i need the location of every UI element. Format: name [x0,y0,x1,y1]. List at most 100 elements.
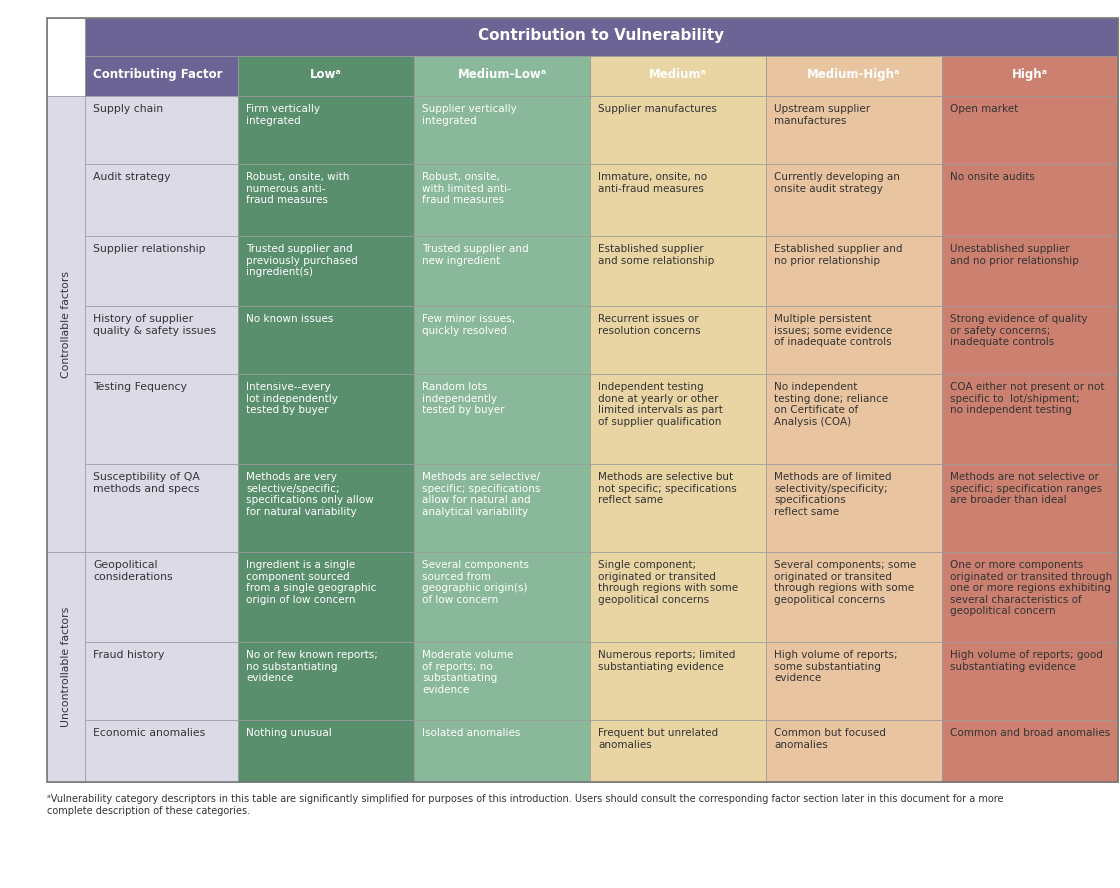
Text: Established supplier
and some relationship: Established supplier and some relationsh… [598,244,715,266]
Bar [766,552,942,642]
Text: Susceptibility of QA
methods and specs: Susceptibility of QA methods and specs [93,472,199,494]
Text: Testing Fequency: Testing Fequency [93,382,187,392]
Bar [85,18,1118,56]
Text: Common and broad anomalies: Common and broad anomalies [950,728,1110,738]
Text: Random lots
independently
tested by buyer: Random lots independently tested by buye… [422,382,504,416]
Bar [414,552,590,642]
Text: Trusted supplier and
new ingredient: Trusted supplier and new ingredient [422,244,529,266]
Text: Common but focused
anomalies: Common but focused anomalies [774,728,886,749]
Text: Lowᵃ: Lowᵃ [310,68,342,82]
Text: Supply chain: Supply chain [93,104,164,114]
Text: Methods are selective/
specific; specifications
allow for natural and
analytical: Methods are selective/ specific; specifi… [422,472,540,517]
Bar [942,236,1118,306]
Bar [766,164,942,236]
Bar [942,642,1118,720]
Bar [766,306,942,374]
Text: Fraud history: Fraud history [93,650,165,660]
Bar [414,164,590,236]
Text: Several components; some
originated or transited
through regions with some
geopo: Several components; some originated or t… [774,560,916,605]
Text: Moderate volume
of reports; no
substantiating
evidence: Moderate volume of reports; no substanti… [422,650,513,694]
Text: COA either not present or not
specific to  lot/shipment;
no independent testing: COA either not present or not specific t… [950,382,1104,416]
Text: Isolated anomalies: Isolated anomalies [422,728,521,738]
Text: Frequent but unrelated
anomalies: Frequent but unrelated anomalies [598,728,718,749]
Bar [414,464,590,552]
Bar [590,164,766,236]
Text: Contributing Factor: Contributing Factor [93,68,223,82]
Bar [590,720,766,782]
Text: High volume of reports; good
substantiating evidence: High volume of reports; good substantiat… [950,650,1103,671]
Text: Robust, onsite, with
numerous anti-
fraud measures: Robust, onsite, with numerous anti- frau… [246,172,349,205]
Bar [85,96,237,164]
Bar [590,374,766,464]
Text: Established supplier and
no prior relationship: Established supplier and no prior relati… [774,244,903,266]
Bar [85,720,237,782]
Text: Several components
sourced from
geographic origin(s)
of low concern: Several components sourced from geograph… [422,560,529,605]
Bar [85,374,237,464]
Text: Supplier vertically
integrated: Supplier vertically integrated [422,104,516,125]
Bar [85,552,237,642]
Text: Currently developing an
onsite audit strategy: Currently developing an onsite audit str… [774,172,899,194]
Bar [85,56,237,96]
Bar [766,56,942,96]
Bar [766,464,942,552]
Bar [85,642,237,720]
Text: Recurrent issues or
resolution concerns: Recurrent issues or resolution concerns [598,314,701,336]
Bar [766,642,942,720]
Bar [590,306,766,374]
Bar [590,96,766,164]
Text: Ingredient is a single
component sourced
from a single geographic
origin of low : Ingredient is a single component sourced… [246,560,376,605]
Text: Single component;
originated or transited
through regions with some
geopolitical: Single component; originated or transite… [598,560,738,605]
Text: Strong evidence of quality
or safety concerns;
inadequate controls: Strong evidence of quality or safety con… [950,314,1088,347]
Text: Audit strategy: Audit strategy [93,172,170,182]
Text: History of supplier
quality & safety issues: History of supplier quality & safety iss… [93,314,216,336]
Bar [47,18,85,96]
Bar [47,96,85,552]
Bar [237,306,414,374]
Text: Few minor issues,
quickly resolved: Few minor issues, quickly resolved [422,314,515,336]
Bar [590,642,766,720]
Bar [590,56,766,96]
Text: No onsite audits: No onsite audits [950,172,1035,182]
Text: Open market: Open market [950,104,1018,114]
Bar [414,56,590,96]
Bar [766,374,942,464]
Bar [237,164,414,236]
Text: Controllable factors: Controllable factors [60,271,71,377]
Bar [85,164,237,236]
Text: Methods are of limited
selectivity/specificity;
specifications
reflect same: Methods are of limited selectivity/speci… [774,472,892,517]
Text: Medium-Highᵃ: Medium-Highᵃ [808,68,900,82]
Text: High volume of reports;
some substantiating
evidence: High volume of reports; some substantiat… [774,650,897,683]
Text: ᵃVulnerability category descriptors in this table are significantly simplified f: ᵃVulnerability category descriptors in t… [47,794,1004,815]
Bar [237,56,414,96]
Text: Firm vertically
integrated: Firm vertically integrated [246,104,320,125]
Bar [942,56,1118,96]
Bar [414,236,590,306]
Text: No independent
testing done; reliance
on Certificate of
Analysis (COA): No independent testing done; reliance on… [774,382,888,427]
Text: Multiple persistent
issues; some evidence
of inadequate controls: Multiple persistent issues; some evidenc… [774,314,893,347]
Bar [85,306,237,374]
Text: Highᵃ: Highᵃ [1012,68,1048,82]
Text: Trusted supplier and
previously purchased
ingredient(s): Trusted supplier and previously purchase… [246,244,357,277]
Bar [766,96,942,164]
Bar [942,96,1118,164]
Bar [237,236,414,306]
Text: Nothing unusual: Nothing unusual [246,728,332,738]
Bar [414,96,590,164]
Text: Contribution to Vulnerability: Contribution to Vulnerability [478,28,725,44]
Bar [237,96,414,164]
Bar [237,464,414,552]
Text: Methods are not selective or
specific; specification ranges
are broader than ide: Methods are not selective or specific; s… [950,472,1102,505]
Text: Robust, onsite,
with limited anti-
fraud measures: Robust, onsite, with limited anti- fraud… [422,172,511,205]
Text: Immature, onsite, no
anti-fraud measures: Immature, onsite, no anti-fraud measures [598,172,707,194]
Bar [942,552,1118,642]
Bar [766,720,942,782]
Text: Supplier manufactures: Supplier manufactures [598,104,717,114]
Bar [237,374,414,464]
Bar [590,236,766,306]
Text: Methods are very
selective/specific;
specifications only allow
for natural varia: Methods are very selective/specific; spe… [246,472,374,517]
Bar [766,236,942,306]
Bar [414,306,590,374]
Text: Medium-Lowᵃ: Medium-Lowᵃ [457,68,547,82]
Text: Geopolitical
considerations: Geopolitical considerations [93,560,172,582]
Text: Economic anomalies: Economic anomalies [93,728,205,738]
